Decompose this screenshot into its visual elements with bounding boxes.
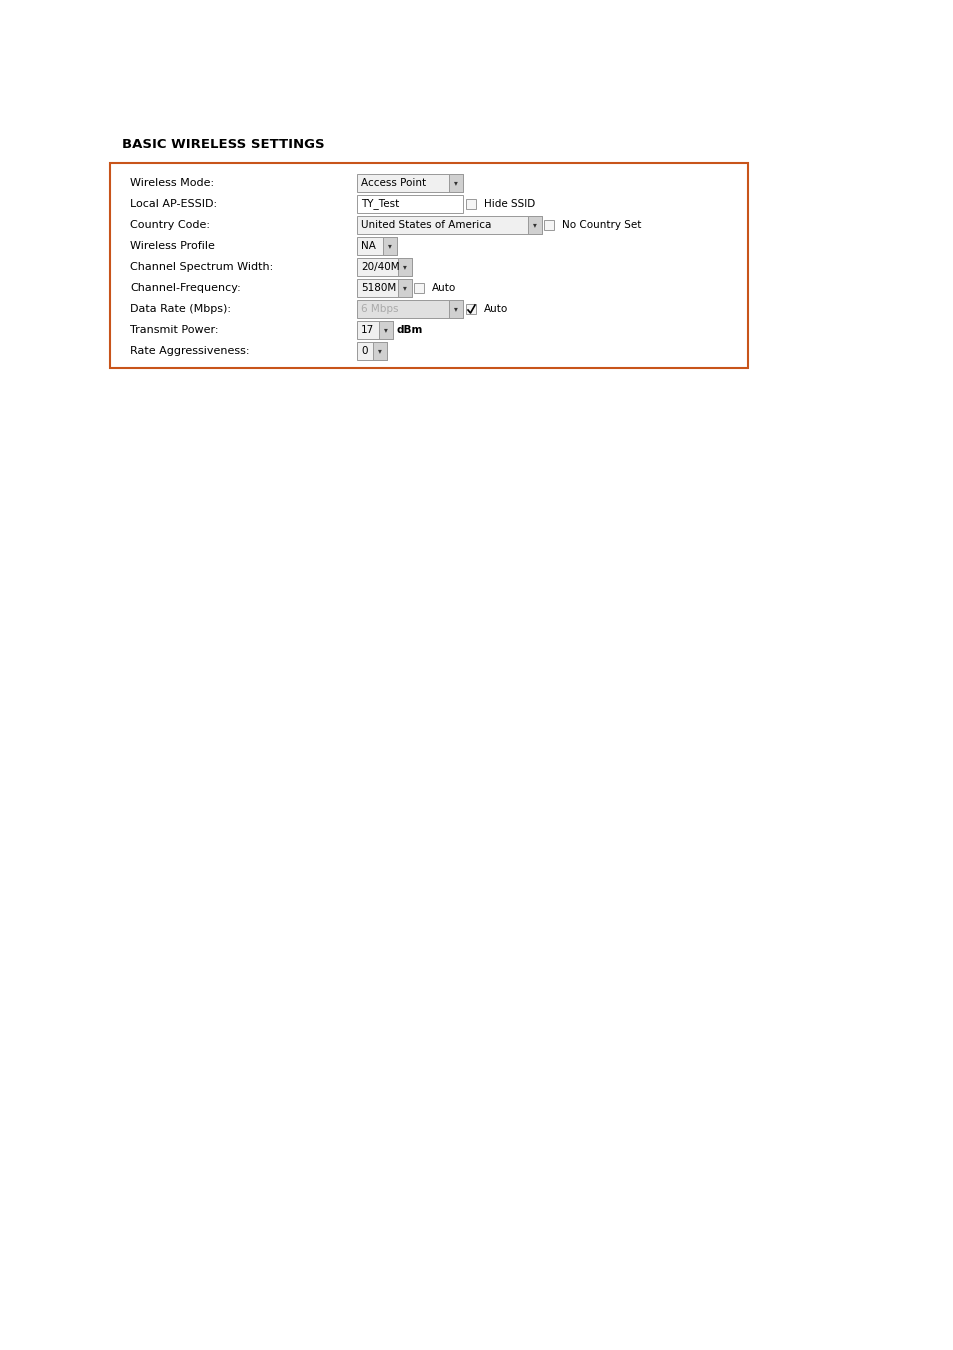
Bar	[356, 300, 462, 319]
Text: Auto: Auto	[432, 284, 456, 293]
Text: 20/40M: 20/40M	[360, 262, 399, 271]
Bar	[378, 321, 393, 339]
Text: Transmit Power:: Transmit Power:	[130, 325, 218, 335]
Text: Auto: Auto	[483, 304, 508, 315]
Bar	[397, 258, 412, 275]
Bar	[356, 174, 462, 192]
Text: ▾: ▾	[377, 347, 381, 355]
Bar	[356, 321, 393, 339]
Text: TY_Test: TY_Test	[360, 198, 399, 209]
Bar	[397, 279, 412, 297]
Bar	[356, 216, 541, 234]
Text: Wireless Profile: Wireless Profile	[130, 242, 214, 251]
Text: ▾: ▾	[454, 178, 457, 188]
Text: ▾: ▾	[533, 220, 537, 230]
Bar	[449, 174, 462, 192]
Bar	[356, 194, 462, 213]
Text: ▾: ▾	[402, 262, 407, 271]
Bar	[449, 300, 462, 319]
Bar	[356, 279, 412, 297]
Bar	[543, 220, 554, 230]
Text: Access Point: Access Point	[360, 178, 426, 188]
Text: Rate Aggressiveness:: Rate Aggressiveness:	[130, 346, 250, 356]
Text: Hide SSID: Hide SSID	[483, 198, 535, 209]
Text: 0: 0	[360, 346, 367, 356]
Text: ▾: ▾	[402, 284, 407, 293]
Text: NA: NA	[360, 242, 375, 251]
Bar	[465, 304, 476, 315]
Text: 17: 17	[360, 325, 374, 335]
Bar	[382, 238, 396, 255]
Text: 5180M: 5180M	[360, 284, 395, 293]
Bar	[356, 342, 387, 360]
Text: ▾: ▾	[454, 305, 457, 313]
Bar	[356, 238, 396, 255]
Text: No Country Set: No Country Set	[561, 220, 640, 230]
Bar	[373, 342, 387, 360]
Text: Country Code:: Country Code:	[130, 220, 210, 230]
Text: ▾: ▾	[384, 325, 388, 335]
Text: BASIC WIRELESS SETTINGS: BASIC WIRELESS SETTINGS	[122, 138, 324, 151]
Text: United States of America: United States of America	[360, 220, 491, 230]
Text: Data Rate (Mbps):: Data Rate (Mbps):	[130, 304, 231, 315]
Bar	[414, 284, 423, 293]
Text: Channel-Frequency:: Channel-Frequency:	[130, 284, 240, 293]
Text: Local AP-ESSID:: Local AP-ESSID:	[130, 198, 217, 209]
Text: ▾: ▾	[388, 242, 392, 251]
Bar	[527, 216, 541, 234]
Text: Channel Spectrum Width:: Channel Spectrum Width:	[130, 262, 273, 271]
Text: Wireless Mode:: Wireless Mode:	[130, 178, 213, 188]
Text: 6 Mbps: 6 Mbps	[360, 304, 398, 315]
Bar	[110, 163, 747, 369]
Text: dBm: dBm	[396, 325, 423, 335]
Bar	[356, 258, 412, 275]
Bar	[465, 198, 476, 209]
